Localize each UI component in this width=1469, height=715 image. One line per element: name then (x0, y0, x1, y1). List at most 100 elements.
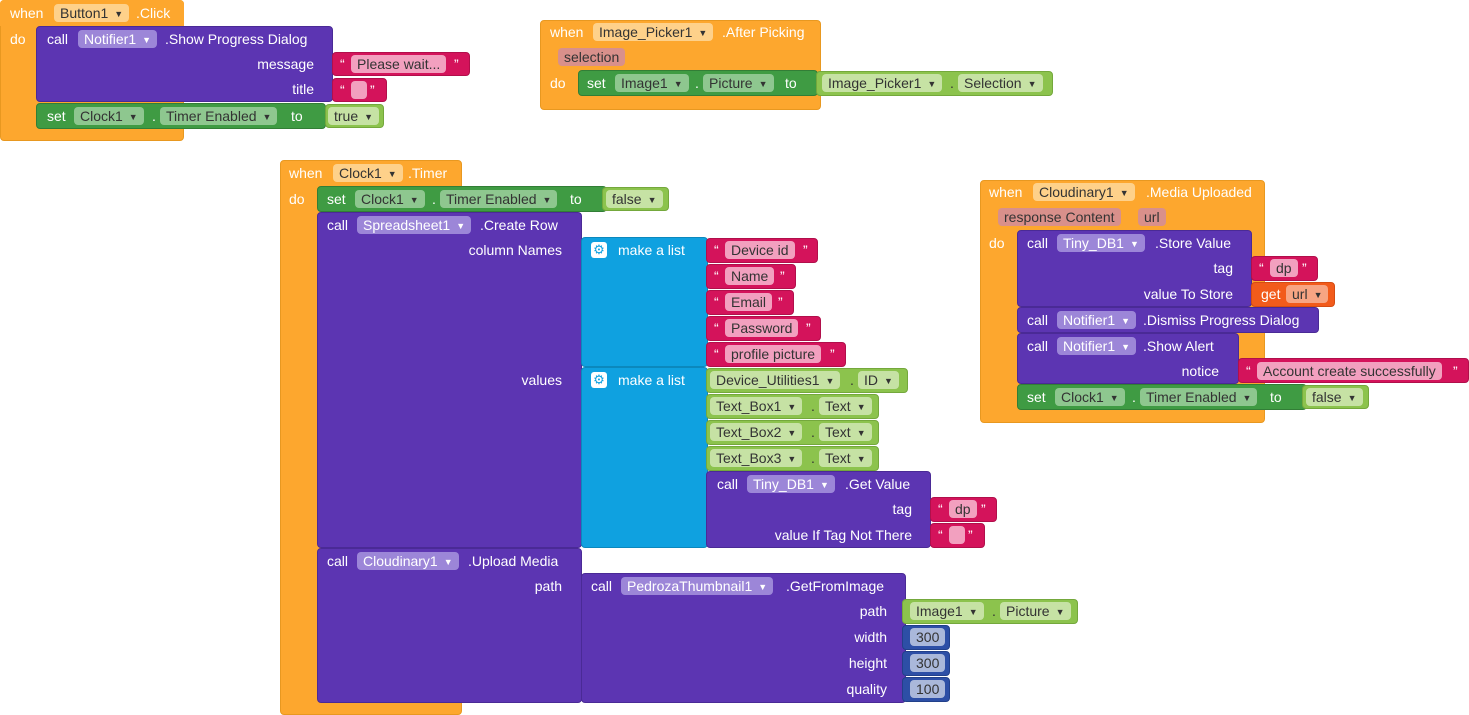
boolean-dropdown[interactable]: true ▼ (328, 107, 380, 125)
dot: . (992, 603, 996, 619)
chevron-down-icon: ▼ (1109, 393, 1119, 403)
text-value[interactable]: profile picture (725, 345, 822, 363)
component-dropdown[interactable]: PedrozaThumbnail1 ▼ (621, 577, 774, 595)
component-dropdown[interactable]: Clock1 ▼ (74, 107, 144, 125)
dot: . (811, 398, 815, 414)
text-value-empty[interactable] (949, 526, 965, 544)
component-dropdown[interactable]: Image1 ▼ (615, 74, 689, 92)
call-show-progress-dialog[interactable] (36, 26, 333, 102)
boolean-dropdown[interactable]: false ▼ (606, 190, 663, 208)
component-dropdown[interactable]: Tiny_DB1 ▼ (747, 475, 835, 493)
event-param[interactable]: selection (558, 48, 626, 66)
text-value[interactable]: dp (949, 500, 977, 518)
variable-dropdown[interactable]: url ▼ (1286, 285, 1329, 303)
component-dropdown[interactable]: Clock1 ▼ (355, 190, 425, 208)
chevron-down-icon: ▼ (1121, 316, 1131, 326)
component-dropdown[interactable]: Text_Box3 ▼ (710, 449, 803, 467)
text-value[interactable]: dp (1270, 259, 1298, 277)
component-dropdown[interactable]: Cloudinary1 ▼ (357, 552, 459, 570)
chevron-down-icon: ▼ (364, 112, 374, 122)
number-value[interactable]: 300 (910, 654, 946, 672)
property-dropdown[interactable]: Timer Enabled ▼ (160, 107, 278, 125)
gear-icon[interactable]: ⚙ (591, 242, 607, 258)
chevron-down-icon: ▼ (856, 402, 866, 412)
dot: . (811, 450, 815, 466)
call-label: call (717, 476, 739, 492)
text-value[interactable]: Email (725, 293, 773, 311)
component-dropdown[interactable]: Notifier1 ▼ (1057, 311, 1137, 329)
param-label: height (848, 655, 887, 671)
when-label: when (989, 184, 1023, 200)
do-label: do (289, 191, 305, 207)
component-dropdown[interactable]: Device_Utilities1 ▼ (710, 371, 841, 389)
do-label: do (989, 235, 1005, 251)
text-value[interactable]: Device id (725, 241, 795, 259)
text-value-empty[interactable] (351, 81, 367, 99)
event-param[interactable]: url (1138, 208, 1166, 226)
chevron-down-icon: ▼ (787, 402, 797, 412)
method-label: .Create Row (480, 217, 558, 233)
event-param[interactable]: response Content (998, 208, 1121, 226)
chevron-down-icon: ▼ (758, 79, 768, 89)
text-value[interactable]: Password (725, 319, 799, 337)
property-dropdown[interactable]: Text ▼ (819, 397, 872, 415)
chevron-down-icon: ▼ (443, 557, 453, 567)
component-dropdown[interactable]: Clock1 ▼ (333, 164, 403, 182)
param-label: values (521, 372, 562, 388)
component-dropdown[interactable]: Notifier1 ▼ (1057, 337, 1137, 355)
property-dropdown[interactable]: ID ▼ (858, 371, 899, 389)
dot: . (850, 372, 854, 388)
chevron-down-icon: ▼ (1121, 342, 1131, 352)
component-dropdown[interactable]: Cloudinary1 ▼ (1033, 183, 1135, 201)
chevron-down-icon: ▼ (114, 9, 124, 19)
component-dropdown[interactable]: Text_Box2 ▼ (710, 423, 803, 441)
gear-icon[interactable]: ⚙ (591, 372, 607, 388)
set-label: set (1027, 389, 1046, 405)
dot: . (432, 191, 436, 207)
method-label: .Show Alert (1143, 338, 1214, 354)
property-dropdown[interactable]: Picture ▼ (1000, 602, 1071, 620)
property-dropdown[interactable]: Selection ▼ (958, 74, 1043, 92)
param-label: value To Store (1143, 286, 1233, 302)
property-dropdown[interactable]: Text ▼ (819, 423, 872, 441)
text-value[interactable]: Please wait... (351, 55, 447, 73)
make-a-list-block[interactable] (581, 237, 708, 367)
chevron-down-icon: ▼ (698, 28, 708, 38)
method-label: .Dismiss Progress Dialog (1143, 312, 1300, 328)
chevron-down-icon: ▼ (1027, 79, 1037, 89)
do-label: do (10, 31, 26, 47)
chevron-down-icon: ▼ (884, 376, 893, 386)
number-value[interactable]: 300 (910, 628, 946, 646)
number-value[interactable]: 100 (910, 680, 946, 698)
chevron-down-icon: ▼ (1313, 290, 1323, 300)
component-dropdown[interactable]: Image_Picker1 ▼ (593, 23, 714, 41)
chevron-down-icon: ▼ (409, 195, 419, 205)
method-label: .Show Progress Dialog (165, 31, 308, 47)
param-label: path (859, 603, 887, 619)
component-dropdown[interactable]: Spreadsheet1 ▼ (357, 216, 472, 234)
call-create-row[interactable] (317, 212, 582, 548)
make-a-list-block[interactable] (581, 367, 708, 548)
chevron-down-icon: ▼ (758, 582, 768, 592)
set-label: set (327, 191, 346, 207)
boolean-dropdown[interactable]: false ▼ (1306, 388, 1363, 406)
component-dropdown[interactable]: Clock1 ▼ (1055, 388, 1125, 406)
component-dropdown[interactable]: Image1 ▼ (910, 602, 984, 620)
param-label: message (257, 56, 314, 72)
call-label: call (591, 578, 613, 594)
text-value[interactable]: Account create successfully (1257, 362, 1442, 380)
text-value[interactable]: Name (725, 267, 775, 285)
dot: . (1132, 389, 1136, 405)
call-label: call (1027, 235, 1049, 251)
property-dropdown[interactable]: Timer Enabled ▼ (440, 190, 558, 208)
component-dropdown[interactable]: Text_Box1 ▼ (710, 397, 803, 415)
component-dropdown[interactable]: Tiny_DB1 ▼ (1057, 234, 1145, 252)
property-dropdown[interactable]: Picture ▼ (703, 74, 774, 92)
component-dropdown[interactable]: Button1 ▼ (54, 4, 130, 22)
component-dropdown[interactable]: Image_Picker1 ▼ (822, 74, 943, 92)
do-label: do (550, 75, 566, 91)
component-dropdown[interactable]: Notifier1 ▼ (78, 30, 158, 48)
property-dropdown[interactable]: Timer Enabled ▼ (1140, 388, 1258, 406)
call-upload-media[interactable] (317, 548, 582, 703)
property-dropdown[interactable]: Text ▼ (819, 449, 872, 467)
